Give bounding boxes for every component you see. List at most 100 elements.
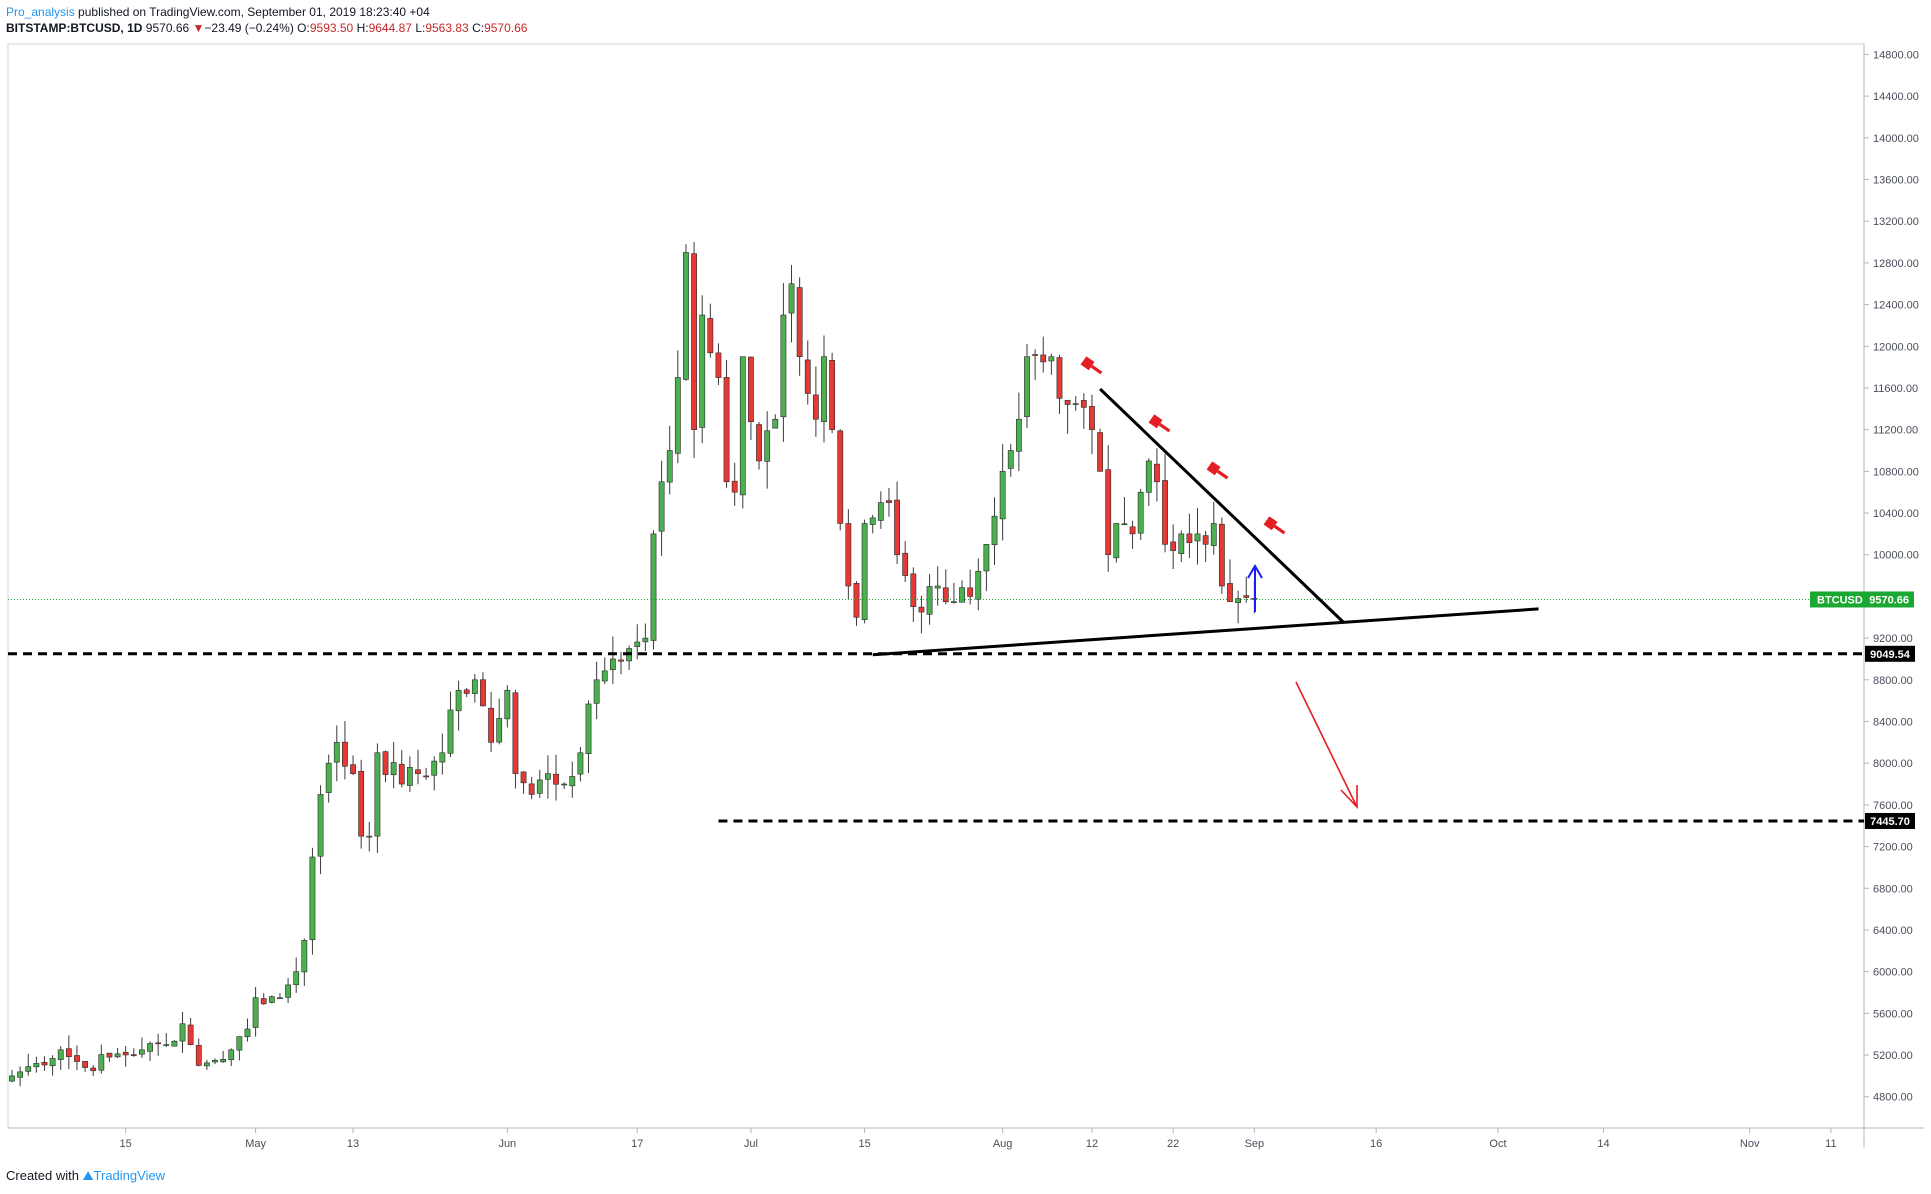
candle [471,674,478,703]
candle-body [634,641,641,647]
level-tag [1865,812,1915,829]
candle [17,1066,24,1087]
candle-body [179,1023,186,1042]
candle [569,761,576,798]
y-tick-label: 7200.00 [1873,842,1913,854]
candle-body [545,773,551,780]
flag-head [1148,414,1163,429]
y-tick-label: 14000.00 [1873,133,1919,145]
candle-body [739,356,746,496]
candle-body [1024,356,1030,417]
candle [366,821,373,852]
candle-body [1007,450,1014,469]
candle [845,509,852,600]
candle-body [650,533,657,641]
x-tick-label: Oct [1489,1138,1506,1150]
y-tick-label: 10800.00 [1873,466,1919,478]
candle [1080,393,1087,429]
blue-arrow-head [1247,564,1263,579]
candle-body [812,394,819,420]
candle-body [285,984,291,998]
open-value: 9593.50 [309,21,354,35]
candle-body [1080,400,1087,408]
candle-body [1015,418,1022,452]
y-tick-label: 9200.00 [1873,633,1913,645]
candle-body [480,679,486,707]
y-tick-label: 12800.00 [1873,258,1919,270]
y-tick-label: 12000.00 [1873,341,1919,353]
author-link[interactable]: Pro_analysis [6,5,75,19]
candle [975,558,982,611]
candle [98,1044,105,1074]
candle [1064,399,1071,434]
created-with-text: Created with [6,1168,79,1183]
candle-body [910,573,917,607]
candle-body [1097,432,1103,472]
candle [512,689,519,789]
candle [49,1055,56,1076]
candle [33,1056,40,1073]
candle-body [691,253,697,430]
change-arrow-icon: ▼ [192,21,205,35]
candle [853,581,860,626]
x-tick-label: 17 [631,1138,643,1150]
candle [772,414,779,429]
flag-handle [1216,469,1229,480]
candle-body [975,570,982,600]
candle [455,680,462,731]
candle-body [699,314,706,428]
candle [447,691,454,758]
candle-body [203,1062,210,1067]
candle-body [25,1066,32,1072]
candle-body [536,779,543,794]
y-tick-label: 8800.00 [1873,675,1913,687]
x-tick-label: Jul [744,1138,758,1150]
candle-body [114,1053,121,1058]
candle-body [342,741,348,767]
candle-body [471,679,478,694]
candle-body [382,751,389,775]
candle-body [106,1052,113,1058]
y-tick-label: 11600.00 [1873,383,1918,395]
candle-body [877,502,884,521]
candle [406,756,413,792]
candle-body [277,997,283,1000]
candle-body [244,1028,251,1038]
candle [277,993,283,1000]
candle [1121,496,1128,526]
tradingview-brand[interactable]: TradingView [93,1168,166,1183]
level-tag [1865,645,1915,662]
candle-body [593,679,600,704]
open-label: O: [297,21,310,35]
candle-body [845,523,852,587]
candle-body [983,544,990,572]
tradingview-logo-icon: ⛰ [82,1168,94,1183]
y-tick-label: 13600.00 [1873,175,1919,187]
candle [9,1070,15,1083]
candle-body [130,1054,137,1056]
ascending-support-line [872,607,1539,657]
candle-body [1243,595,1250,598]
level-value: 9049.54 [1870,649,1911,661]
candle-body [317,794,324,857]
flag-head [1080,356,1095,371]
candle [1072,396,1079,411]
candle-body [1089,406,1095,430]
candle [65,1035,72,1070]
candle-body [455,689,462,712]
candle-body [488,707,494,743]
candle [869,514,876,534]
candle-body [9,1075,15,1082]
candle-body [171,1040,178,1047]
candle-body [390,762,397,776]
y-tick-label: 8400.00 [1873,717,1913,729]
candle [756,421,762,470]
candle [179,1011,186,1053]
candle [301,938,308,986]
candle-body [41,1061,48,1066]
x-tick-label: 15 [120,1138,132,1150]
symbol-label[interactable]: BITSTAMP:BTCUSD, 1D [6,21,143,35]
candle-body [163,1044,170,1046]
candle [1243,576,1250,603]
